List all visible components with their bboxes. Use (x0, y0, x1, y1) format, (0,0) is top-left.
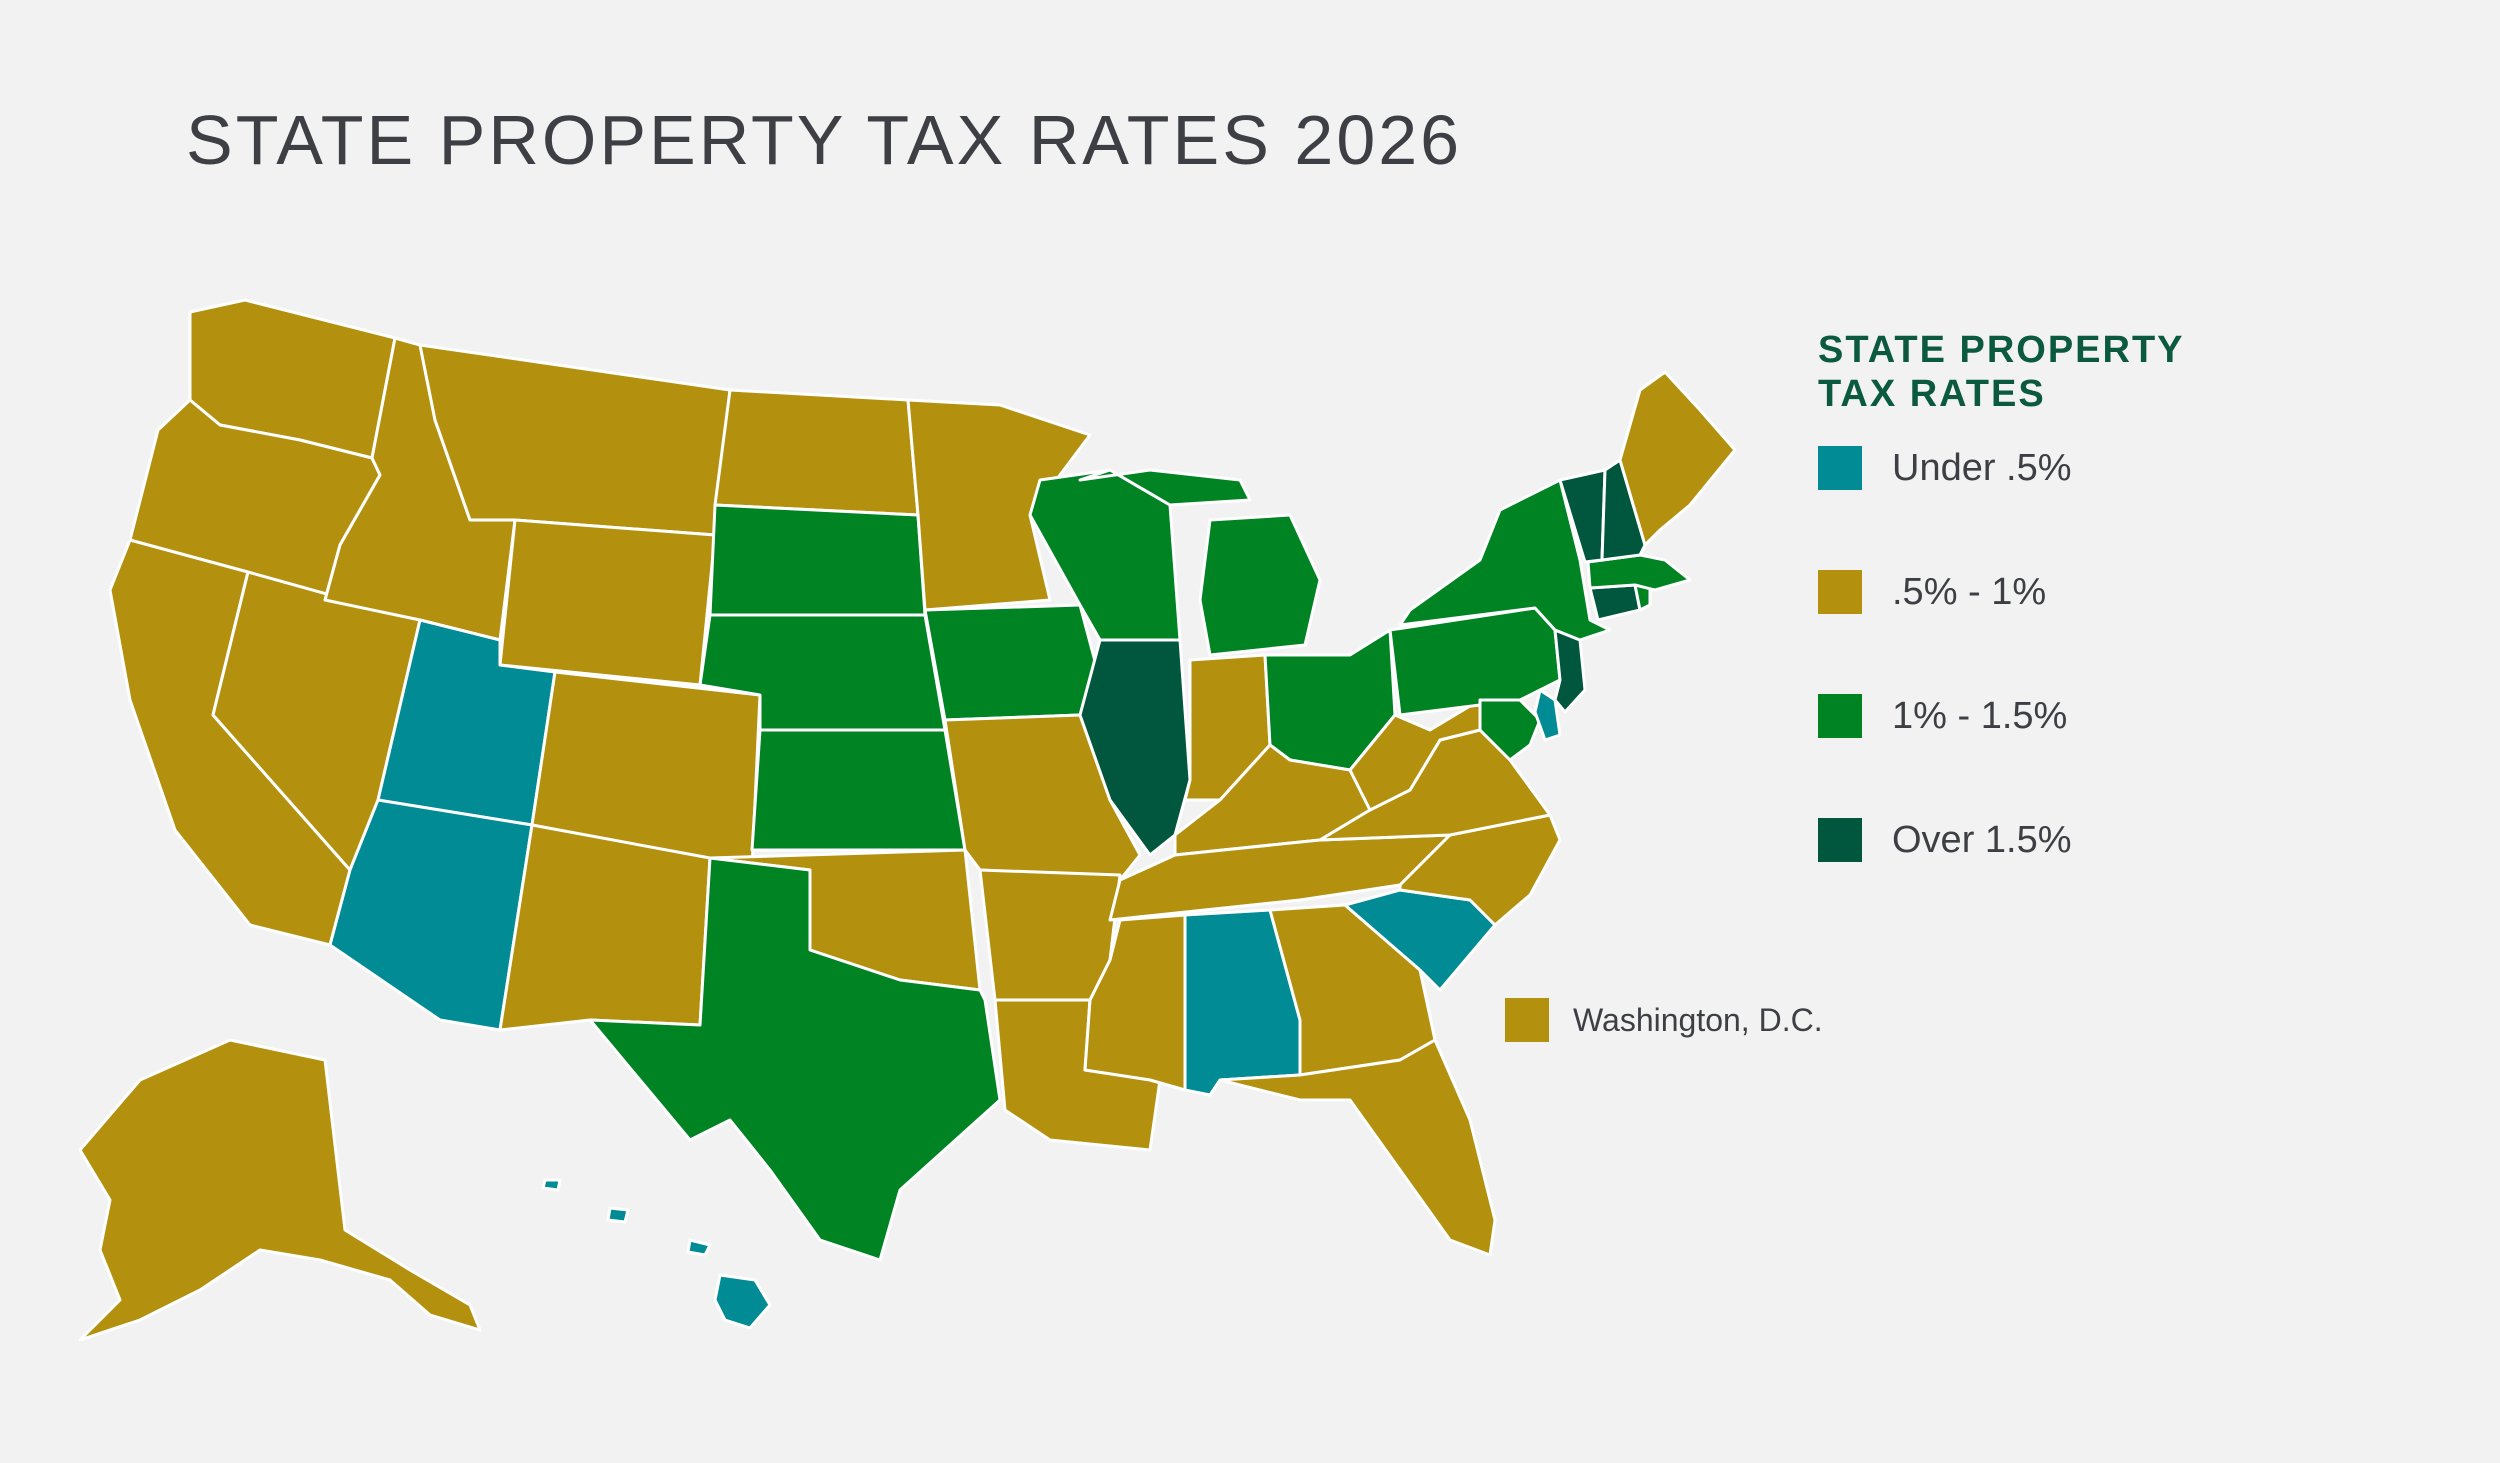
legend-label: .5% - 1% (1892, 570, 2047, 613)
legend-item-over-1-5: Over 1.5% (1818, 818, 2438, 862)
state-massachusetts[interactable] (1586, 553, 1692, 592)
state-new-jersey[interactable] (1553, 628, 1587, 714)
dc-swatch (1505, 998, 1549, 1042)
state-maine[interactable] (1618, 370, 1737, 547)
state-texas[interactable] (588, 856, 1002, 1262)
state-montana[interactable] (418, 343, 732, 537)
state-alaska[interactable] (78, 1038, 482, 1342)
legend-label: Over 1.5% (1892, 818, 2072, 861)
legend-item-0-5-to-1: .5% - 1% (1818, 570, 2438, 614)
state-south-dakota[interactable] (708, 503, 927, 617)
legend: STATE PROPERTY TAX RATES Under .5% .5% -… (1818, 328, 2438, 942)
dc-note: Washington, D.C. (1505, 998, 1823, 1042)
dc-label: Washington, D.C. (1573, 1001, 1823, 1038)
legend-label: 1% - 1.5% (1892, 694, 2068, 737)
state-new-york[interactable] (1398, 478, 1612, 642)
state-kansas[interactable] (750, 728, 967, 852)
state-hawaii[interactable] (541, 1178, 772, 1330)
legend-swatch (1818, 446, 1862, 490)
state-connecticut[interactable] (1588, 583, 1642, 622)
legend-swatch (1818, 570, 1862, 614)
state-maryland[interactable] (1478, 698, 1542, 762)
legend-title: STATE PROPERTY TAX RATES (1818, 329, 2185, 415)
legend-label: Under .5% (1892, 446, 2072, 489)
state-minnesota[interactable] (906, 398, 1092, 612)
state-new-mexico[interactable] (498, 823, 712, 1032)
legend-swatch (1818, 818, 1862, 862)
state-michigan[interactable] (1078, 468, 1322, 657)
legend-swatch (1818, 694, 1862, 738)
state-new-hampshire[interactable] (1600, 458, 1647, 562)
state-wyoming[interactable] (498, 518, 717, 687)
legend-item-under-0-5: Under .5% (1818, 446, 2438, 490)
state-illinois[interactable] (1078, 638, 1192, 857)
state-iowa[interactable] (923, 603, 1102, 722)
state-florida[interactable] (1218, 1038, 1497, 1257)
state-north-dakota[interactable] (713, 388, 920, 517)
state-delaware[interactable] (1533, 688, 1562, 742)
legend-item-1-to-1-5: 1% - 1.5% (1818, 694, 2438, 738)
map-title: STATE PROPERTY TAX RATES 2026 (186, 101, 1463, 179)
